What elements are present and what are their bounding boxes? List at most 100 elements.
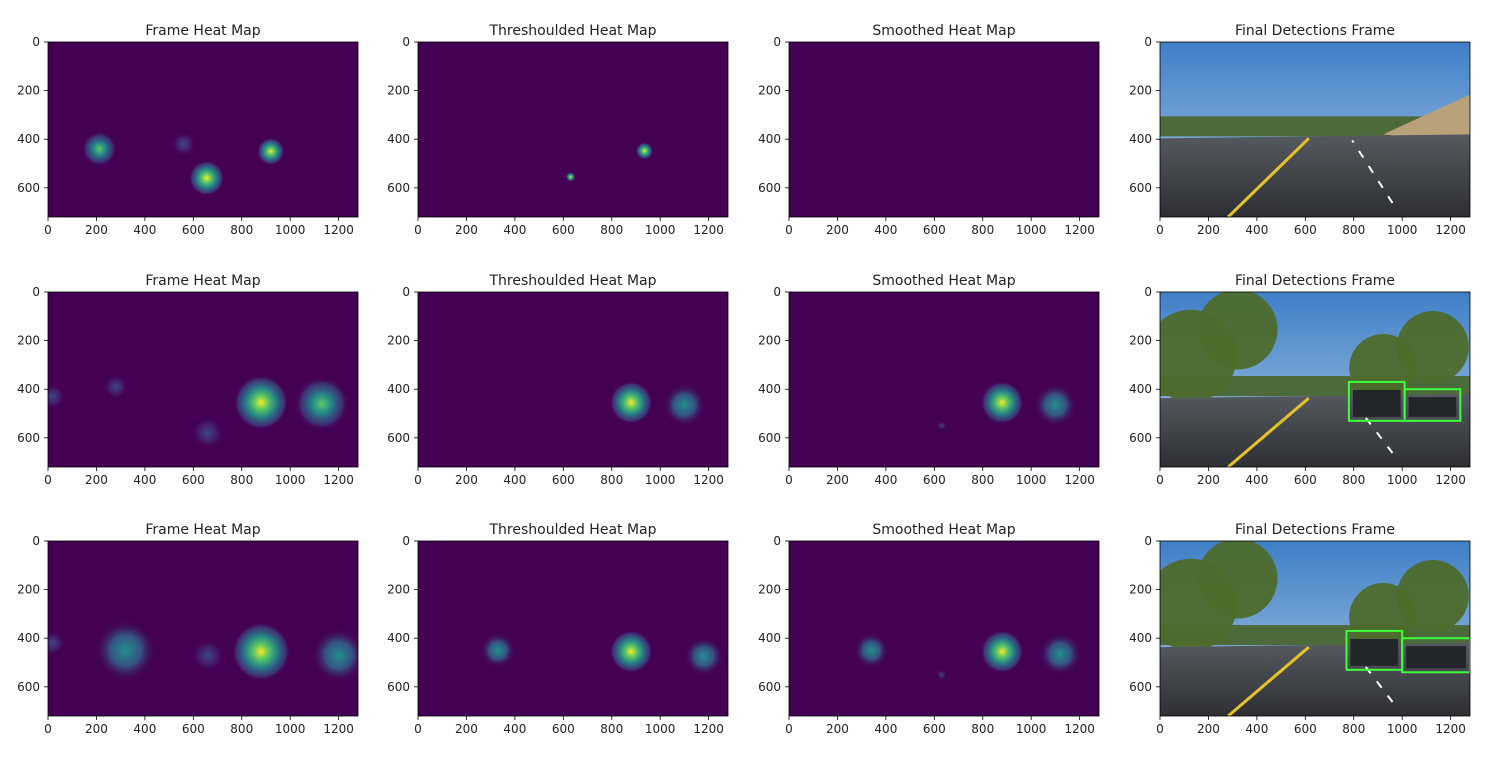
x-tick-label: 0 — [414, 223, 422, 237]
scene-car — [1406, 646, 1466, 669]
x-tick-label: 600 — [182, 223, 205, 237]
x-tick-label: 1000 — [1016, 473, 1047, 487]
heat-blob — [980, 381, 1024, 424]
x-tick-label: 800 — [1342, 722, 1365, 736]
panel-r3c3: Smoothed Heat Map 0 200 400 600 800 1000 1200 0 2… — [758, 522, 1100, 736]
x-tick-label: 800 — [1342, 223, 1365, 237]
y-tick-label: 0 — [402, 534, 410, 548]
y-tick-label: 400 — [387, 382, 410, 396]
x-tick-label: 200 — [455, 722, 478, 736]
panel-r1c1: Frame Heat Map 0 200 400 600 800 1000 1200 0 200 4… — [17, 23, 359, 237]
heat-blob — [234, 375, 289, 430]
axes-frame — [47, 41, 359, 218]
plot-area — [48, 42, 358, 217]
y-tick-label: 200 — [17, 84, 40, 98]
x-tick-label: 400 — [133, 722, 156, 736]
panel-title: Frame Heat Map — [145, 23, 260, 39]
x-tick-label: 0 — [785, 223, 793, 237]
x-tick-label: 1000 — [1387, 223, 1418, 237]
y-tick-label: 600 — [1129, 431, 1152, 445]
x-tick-label: 1000 — [645, 473, 676, 487]
y-tick-label: 0 — [1144, 285, 1152, 299]
y-tick-label: 200 — [387, 334, 410, 348]
x-tick-label: 1200 — [1435, 473, 1466, 487]
heatmap-background — [418, 42, 728, 217]
plot-area — [789, 541, 1099, 716]
scene-car — [1350, 638, 1399, 666]
y-tick-label: 0 — [32, 285, 40, 299]
scene-lane-line — [1351, 139, 1394, 204]
y-tick-label: 400 — [387, 132, 410, 146]
plot-area — [418, 292, 728, 467]
panel-title: Smoothed Heat Map — [872, 23, 1015, 39]
y-tick-label: 600 — [17, 680, 40, 694]
panel-title: Final Detections Frame — [1235, 273, 1395, 289]
x-tick-label: 600 — [1294, 722, 1317, 736]
axes-frame — [1159, 540, 1471, 717]
y-tick-label: 0 — [1144, 35, 1152, 49]
x-tick-label: 1200 — [693, 722, 724, 736]
y-tick-label: 0 — [773, 35, 781, 49]
x-tick-label: 200 — [1197, 722, 1220, 736]
y-tick-label: 200 — [758, 583, 781, 597]
heat-blob — [257, 137, 285, 165]
x-tick-label: 600 — [182, 722, 205, 736]
x-tick-label: 600 — [923, 223, 946, 237]
heat-blob — [980, 630, 1024, 673]
heat-blob — [48, 384, 65, 409]
y-tick-label: 400 — [17, 631, 40, 645]
x-tick-label: 1200 — [1064, 223, 1095, 237]
x-tick-label: 800 — [600, 223, 623, 237]
x-tick-label: 800 — [971, 473, 994, 487]
y-tick-label: 200 — [17, 334, 40, 348]
y-tick-label: 600 — [1129, 680, 1152, 694]
panel-title: Smoothed Heat Map — [872, 522, 1015, 538]
y-tick-label: 200 — [758, 334, 781, 348]
x-tick-label: 0 — [1156, 223, 1164, 237]
x-tick-label: 400 — [874, 223, 897, 237]
x-tick-label: 400 — [133, 223, 156, 237]
heat-blob — [81, 131, 117, 167]
x-tick-label: 200 — [85, 223, 108, 237]
x-tick-label: 1000 — [275, 473, 306, 487]
y-tick-label: 200 — [1129, 84, 1152, 98]
x-tick-label: 200 — [455, 473, 478, 487]
x-tick-label: 1000 — [1387, 722, 1418, 736]
detection-box — [1403, 388, 1462, 422]
heat-blob — [936, 670, 947, 680]
y-tick-label: 600 — [387, 181, 410, 195]
x-tick-label: 400 — [503, 722, 526, 736]
scene-tree — [1197, 292, 1278, 370]
panel-r3c1: Frame Heat Map 0 200 400 600 800 1000 1200 0 200 4… — [17, 522, 359, 736]
heat-blob — [565, 172, 576, 182]
x-tick-label: 600 — [1294, 473, 1317, 487]
heat-blob — [936, 421, 947, 431]
y-tick-label: 0 — [402, 35, 410, 49]
x-tick-label: 0 — [414, 722, 422, 736]
x-tick-label: 400 — [503, 473, 526, 487]
y-tick-label: 200 — [758, 84, 781, 98]
x-tick-label: 0 — [44, 722, 52, 736]
y-tick-label: 600 — [387, 680, 410, 694]
x-tick-label: 800 — [1342, 473, 1365, 487]
x-tick-label: 200 — [85, 473, 108, 487]
panel-title: Frame Heat Map — [145, 522, 260, 538]
x-tick-label: 200 — [826, 473, 849, 487]
x-tick-label: 400 — [1245, 223, 1268, 237]
y-tick-label: 600 — [758, 680, 781, 694]
x-tick-label: 1000 — [275, 223, 306, 237]
x-tick-label: 200 — [826, 722, 849, 736]
y-tick-label: 600 — [1129, 181, 1152, 195]
panel-r3c2: Threshoulded Heat Map 0 200 400 600 800 1000 12… — [387, 522, 729, 736]
heat-blob — [294, 376, 349, 431]
heat-blob — [104, 375, 128, 399]
panel-r3c4: Final Detections Frame 0 200 400 600 800 1000 1… — [1129, 522, 1471, 736]
x-tick-label: 1000 — [275, 722, 306, 736]
axes-frame — [417, 291, 729, 468]
panel-r1c3: Smoothed Heat Map 0 200 400 600 800 1000 1200 0 2… — [758, 23, 1100, 237]
x-tick-label: 600 — [552, 722, 575, 736]
x-tick-label: 0 — [1156, 722, 1164, 736]
detection-box — [1401, 637, 1470, 674]
x-tick-label: 600 — [923, 473, 946, 487]
